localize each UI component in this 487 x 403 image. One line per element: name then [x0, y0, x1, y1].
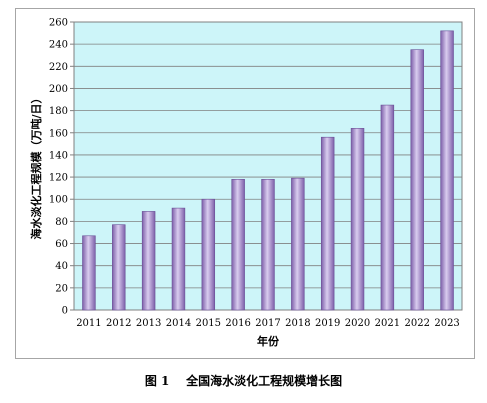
bars: [82, 30, 454, 311]
bar-2015: [201, 198, 216, 311]
figure-caption: 图 1 全国海水淡化工程规模增长图: [144, 374, 343, 388]
bar-2018: [291, 177, 305, 311]
bar-2019: [320, 136, 335, 311]
x-tick-label: 2018: [285, 318, 310, 329]
bar-2016: [231, 178, 245, 311]
y-tick-label: 60: [55, 239, 68, 250]
y-tick-label: 260: [49, 18, 68, 29]
x-tick-labels: 2011 2012 2013 2014 2015 2016 2017 2018 2019 2020…: [76, 318, 460, 329]
x-tick-label: 2020: [345, 318, 370, 329]
bar-2013: [141, 211, 156, 311]
bar-2017: [261, 178, 275, 311]
y-tick-label: 180: [49, 106, 68, 117]
bar-2020: [350, 128, 365, 311]
x-tick-label: 2013: [136, 318, 161, 329]
x-tick-label: 2015: [196, 318, 221, 329]
x-tick-label: 2016: [225, 318, 250, 329]
bar-2021: [380, 104, 395, 311]
y-tick-label: 40: [55, 261, 68, 272]
x-tick-label: 2019: [315, 318, 340, 329]
y-tick-label: 120: [49, 173, 68, 184]
y-tick-labels: 0 20 40 60 80 100 120 140 160 180 200 220 240 260: [49, 18, 68, 317]
bar-2011: [82, 235, 96, 311]
bar-2022: [410, 49, 424, 311]
x-tick-label: 2021: [375, 318, 400, 329]
x-tick-label: 2014: [166, 318, 191, 329]
bar-2012: [112, 224, 126, 311]
x-tick-label: 2017: [255, 318, 280, 329]
x-tick-label: 2012: [106, 318, 131, 329]
y-tick-label: 0: [62, 306, 68, 317]
y-tick-label: 140: [49, 150, 68, 161]
y-tick-label: 20: [55, 283, 68, 294]
bar-2014: [171, 207, 186, 311]
x-tick-label: 2023: [434, 318, 459, 329]
y-axis-title: 海水淡化工程规模（万吨/日）: [29, 92, 43, 239]
y-tick-label: 200: [49, 84, 68, 95]
y-tick-label: 100: [49, 195, 68, 206]
y-tick-label: 160: [49, 128, 68, 139]
x-tick-label: 2022: [405, 318, 430, 329]
y-tick-label: 240: [49, 40, 68, 51]
x-tick-label: 2011: [76, 318, 101, 329]
bar-2023: [440, 30, 454, 311]
y-tick-label: 220: [49, 62, 68, 73]
x-axis-title: 年份: [257, 334, 280, 348]
y-tick-label: 80: [55, 217, 68, 228]
